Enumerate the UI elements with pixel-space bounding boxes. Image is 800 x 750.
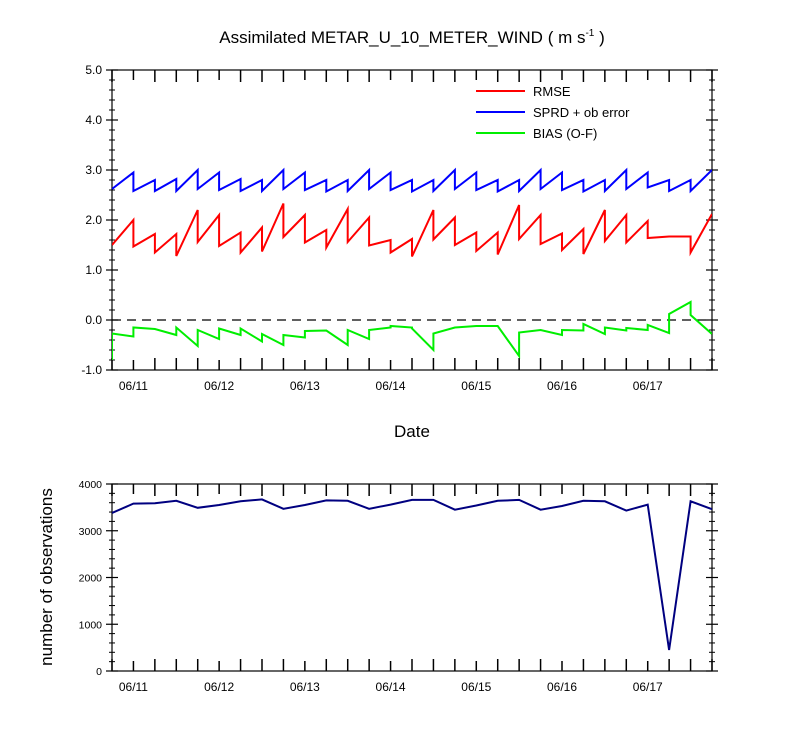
y-tick-label: 1000 (79, 619, 103, 631)
y-tick-label: 5.0 (85, 63, 102, 77)
x-tick-label: 06/13 (290, 680, 320, 694)
x-tick-label: 06/15 (461, 379, 491, 393)
series-line-2 (112, 167, 712, 194)
x-tick-label: 06/14 (376, 680, 406, 694)
axes: 06/11 06/12 06/13 06/14 06/15 06/16 06/17 -1.0 0… (81, 63, 718, 393)
y-tick-label: 1.0 (85, 263, 102, 277)
y-axis-title-observations: number of observations (37, 488, 56, 666)
series-line-1 (112, 203, 712, 257)
y-tick-label: -1.0 (81, 363, 102, 377)
x-tick-label: 06/17 (633, 680, 663, 694)
series-lines (112, 167, 712, 360)
x-tick-label: 06/14 (376, 379, 406, 393)
y-tick-label: 3000 (79, 526, 103, 538)
x-axis-title: Date (394, 422, 430, 441)
y-tick-label: 0 (96, 666, 102, 678)
legend: RMSE SPRD + ob error BIAS (O-F) (476, 84, 630, 141)
y-tick-label: 3.0 (85, 163, 102, 177)
y-tick-label: 4000 (79, 479, 103, 491)
x-tick-label: 06/13 (290, 379, 320, 393)
legend-label: SPRD + ob error (533, 105, 630, 120)
legend-label: RMSE (533, 84, 571, 99)
y-tick-label: 0.0 (85, 313, 102, 327)
x-tick-label: 06/15 (461, 680, 491, 694)
series-line-3 (112, 300, 712, 360)
x-tick-label: 06/16 (547, 680, 577, 694)
chart-title: Assimilated METAR_U_10_METER_WIND ( m s-… (219, 28, 605, 47)
plot-frame (111, 483, 713, 672)
x-tick-label: 06/12 (204, 680, 234, 694)
x-tick-label: 06/11 (119, 379, 148, 393)
title-units-exponent: -1 (585, 28, 594, 39)
x-tick-label: 06/16 (547, 379, 577, 393)
title-units-suffix: ) (594, 28, 604, 47)
plot-observations: 06/11 06/12 06/13 06/14 06/15 06/16 06/17 0 1000… (79, 479, 718, 694)
y-tick-label: 2.0 (85, 213, 102, 227)
x-tick-label: 06/12 (204, 379, 234, 393)
plot-statistics: 06/11 06/12 06/13 06/14 06/15 06/16 06/17 -1.0 0… (81, 63, 718, 393)
y-tick-label: 4.0 (85, 113, 102, 127)
title-text: Assimilated METAR_U_10_METER_WIND (219, 28, 543, 47)
series-line-1 (112, 498, 712, 651)
legend-label: BIAS (O-F) (533, 126, 597, 141)
x-tick-label: 06/11 (119, 680, 148, 694)
y-tick-label: 2000 (79, 573, 103, 585)
title-units-prefix: ( m s (548, 28, 586, 47)
x-tick-label: 06/17 (633, 379, 663, 393)
series-lines (112, 498, 712, 651)
axes: 06/11 06/12 06/13 06/14 06/15 06/16 06/17 0 1000… (79, 479, 718, 694)
